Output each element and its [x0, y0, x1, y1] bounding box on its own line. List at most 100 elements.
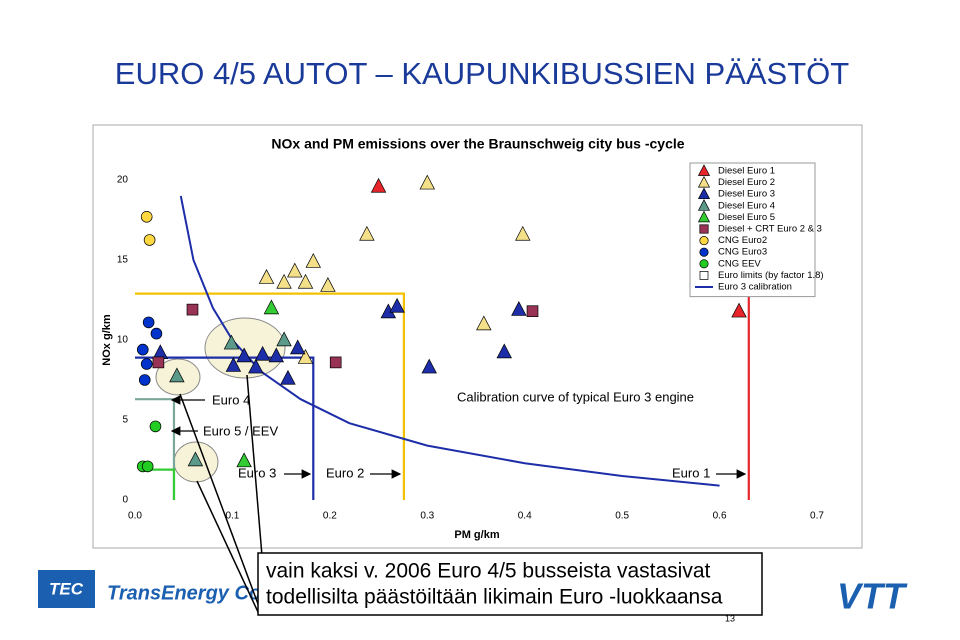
triangle-marker: [236, 347, 252, 363]
x-tick-label: 0.2: [323, 511, 337, 522]
callout-box: [257, 552, 763, 616]
page-number: 13: [725, 613, 735, 623]
triangle-marker: [370, 177, 387, 193]
highlight-ellipse: [204, 317, 286, 379]
chart-title: NOx and PM emissions over the Braunschwe…: [271, 136, 684, 152]
legend-label: CNG EEV: [718, 258, 761, 269]
circle-marker: [150, 327, 163, 340]
triangle-marker: [287, 262, 303, 278]
y-axis-label: NOx g/km: [101, 314, 113, 366]
triangle-marker: [223, 334, 240, 350]
circle-marker: [138, 374, 151, 386]
vtt-logo: VTT: [837, 576, 908, 617]
x-tick-label: 0.5: [615, 511, 629, 522]
triangle-marker: [258, 269, 275, 284]
legend-label: Euro 3 calibration: [718, 282, 792, 293]
y-tick-label: 15: [117, 255, 129, 266]
triangle-marker: [280, 369, 296, 385]
legend-marker: [697, 164, 711, 176]
slide-title: EURO 4/5 AUTOT – KAUPUNKIBUSSIEN PÄÄSTÖT: [115, 56, 850, 91]
tec-logo-box: [38, 570, 95, 608]
legend-label: Diesel Euro 2: [718, 177, 775, 188]
triangle-marker: [289, 339, 306, 355]
legend-label: Euro limits (by factor 1.8): [718, 270, 824, 281]
annotation: Euro 5 / EEV: [203, 423, 278, 438]
triangle-marker: [515, 225, 531, 241]
circle-marker: [149, 420, 162, 433]
triangle-marker: [359, 225, 375, 241]
triangle-marker: [248, 358, 264, 374]
x-tick-label: 0.1: [225, 511, 239, 522]
triangle-marker: [305, 253, 322, 268]
legend-label: Diesel Euro 5: [718, 212, 775, 223]
callout-text: vain kaksi v. 2006 Euro 4/5 busseista va…: [266, 560, 711, 583]
triangle-marker: [187, 451, 204, 467]
triangle-marker: [169, 367, 185, 383]
annotation: Euro 1: [672, 465, 710, 480]
callout-pointer: [246, 374, 263, 557]
limit-line: [135, 356, 315, 500]
y-tick-label: 0: [122, 495, 128, 506]
legend-marker: [699, 271, 709, 280]
legend-marker: [699, 259, 709, 269]
calibration-curve: [179, 195, 720, 487]
legend-label: Diesel Euro 3: [718, 189, 775, 200]
y-tick-label: 5: [122, 415, 128, 426]
triangle-marker: [421, 358, 437, 374]
y-tick-label: 10: [117, 335, 129, 346]
square-marker: [186, 303, 199, 316]
triangle-marker: [320, 277, 336, 292]
triangle-marker: [511, 301, 527, 316]
circle-marker: [136, 343, 149, 356]
circle-marker: [140, 210, 153, 223]
triangle-marker: [225, 357, 242, 372]
triangle-marker: [268, 347, 284, 363]
x-tick-label: 0.7: [810, 511, 824, 522]
triangle-marker: [476, 315, 492, 331]
legend-marker: [697, 199, 711, 211]
callout-pointer: [196, 480, 259, 613]
legend-marker: [697, 210, 711, 223]
square-marker: [329, 356, 342, 369]
square-marker: [526, 305, 539, 318]
legend-label: Diesel Euro 4: [718, 200, 775, 211]
triangle-marker: [263, 299, 280, 315]
legend-label: Diesel + CRT Euro 2 & 3: [718, 224, 822, 235]
circle-marker: [142, 316, 155, 329]
annotation: Euro 2: [326, 465, 364, 480]
square-marker: [152, 356, 165, 369]
x-axis-label: PM g/km: [454, 529, 499, 541]
callout-pointer: [179, 393, 259, 605]
legend-marker: [697, 187, 711, 200]
triangle-marker: [254, 345, 271, 361]
circle-marker: [141, 460, 154, 473]
annotation: Euro 4: [212, 392, 250, 407]
triangle-marker: [297, 273, 314, 289]
triangle-marker: [236, 452, 252, 468]
tec-logo: TEC: [49, 579, 84, 598]
annotation: Euro 3: [238, 465, 276, 480]
x-tick-label: 0.3: [420, 511, 434, 522]
triangle-marker: [276, 331, 292, 347]
y-tick-label: 20: [117, 175, 129, 186]
legend-marker: [699, 224, 709, 234]
legend-marker: [697, 175, 711, 188]
legend-label: CNG Euro3: [718, 247, 767, 258]
x-tick-label: 0.6: [713, 511, 727, 522]
triangle-marker: [419, 174, 436, 190]
circle-marker: [140, 358, 153, 370]
limit-line: [135, 292, 406, 500]
legend-marker: [699, 236, 709, 246]
triangle-marker: [276, 273, 292, 289]
triangle-marker: [389, 297, 405, 313]
callout-text: todellisilta päästöiltään likimain Euro …: [266, 586, 723, 609]
circle-marker: [143, 234, 156, 246]
x-tick-label: 0.0: [128, 511, 142, 522]
x-tick-label: 0.4: [518, 511, 532, 522]
legend-marker: [699, 247, 709, 257]
triangle-marker: [297, 349, 314, 364]
annotation: Calibration curve of typical Euro 3 engi…: [457, 389, 694, 404]
legend-label: Diesel Euro 1: [718, 166, 775, 177]
